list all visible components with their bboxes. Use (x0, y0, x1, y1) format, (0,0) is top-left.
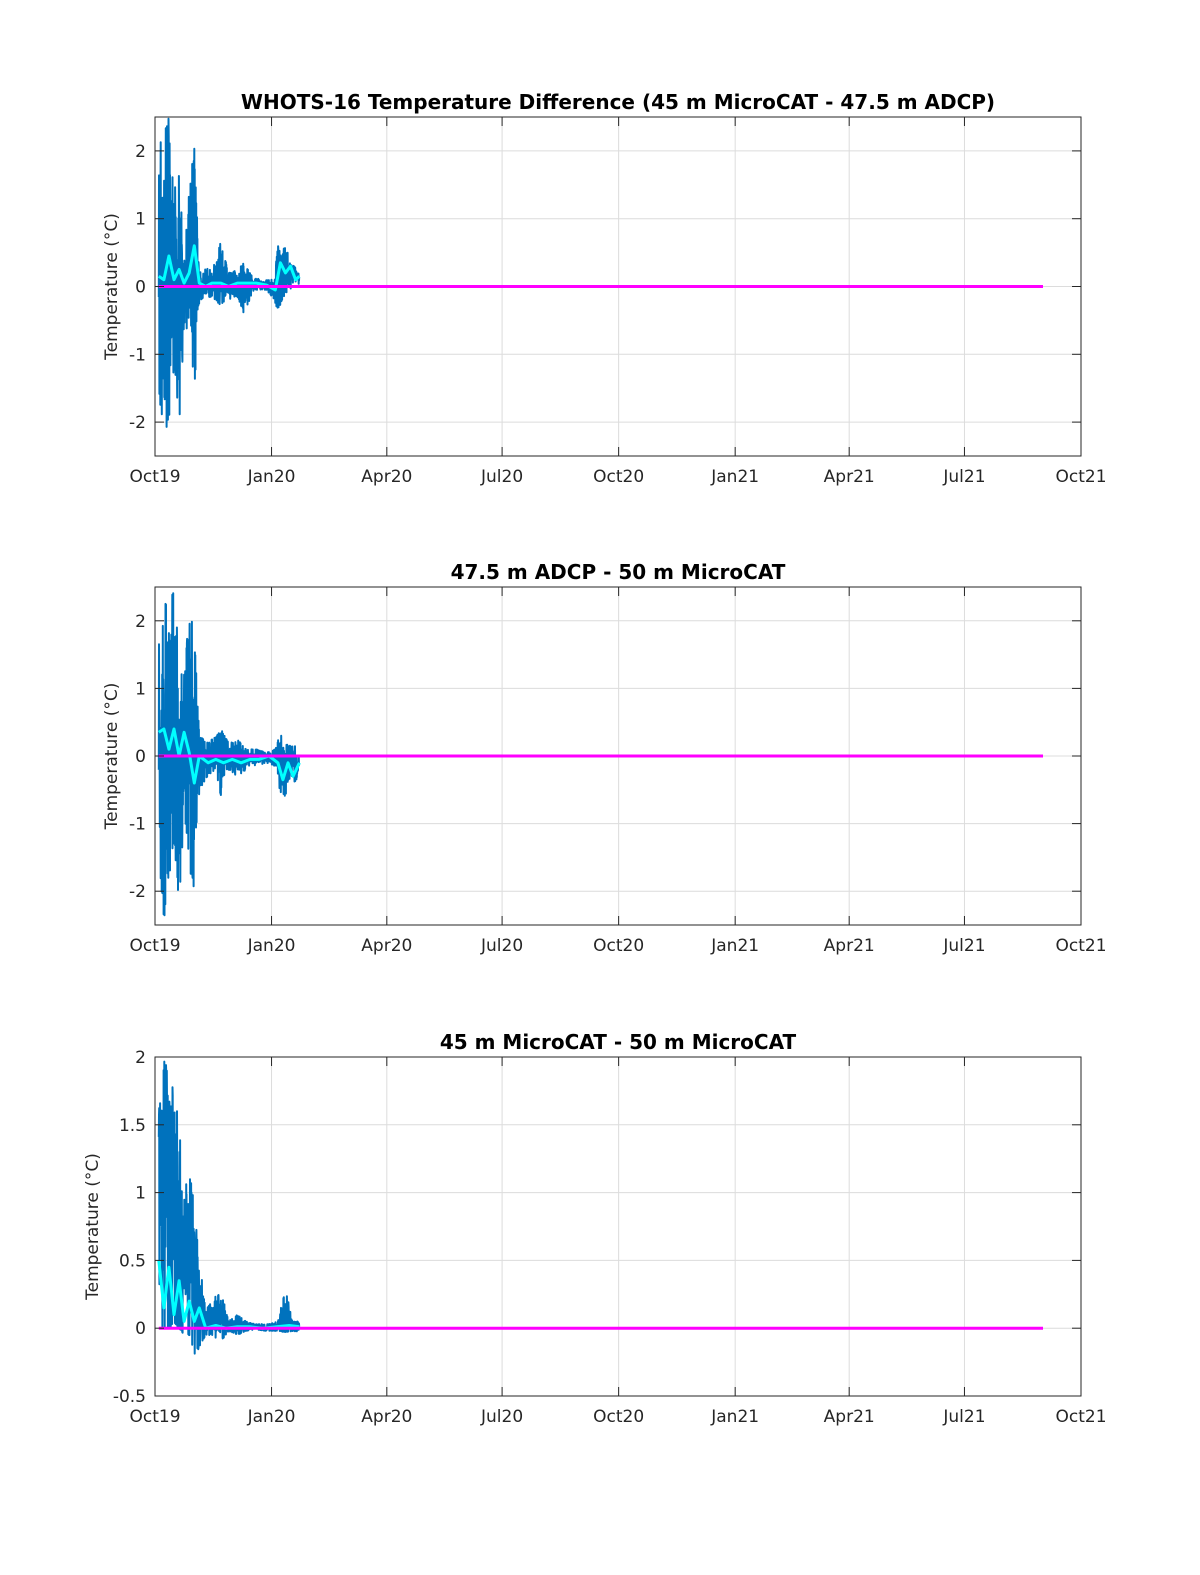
tick-marks (154, 587, 1082, 925)
x-tick-label: Oct21 (1055, 1407, 1106, 1427)
x-tick-label: Oct19 (129, 467, 180, 487)
plot-area (157, 1060, 1043, 1355)
y-tick-labels: -2 -1 0 1 2 (129, 142, 146, 433)
y-tick-label: -1 (129, 345, 146, 365)
x-tick-label: Oct21 (1055, 936, 1106, 956)
chart-panel-2: 47.5 m ADCP - 50 m MicroCAT Temperature … (102, 560, 1107, 956)
x-tick-label: Jul20 (480, 1407, 523, 1427)
x-tick-label: Apr21 (824, 467, 875, 487)
chart-title: 45 m MicroCAT - 50 m MicroCAT (440, 1030, 797, 1054)
x-tick-label: Oct20 (593, 936, 644, 956)
x-tick-label: Oct21 (1055, 467, 1106, 487)
axes-box (154, 1056, 1082, 1397)
x-tick-label: Apr20 (361, 1407, 412, 1427)
tick-marks (154, 117, 1082, 456)
x-tick-label: Oct19 (129, 1407, 180, 1427)
x-tick-label: Jul21 (942, 467, 985, 487)
x-tick-label: Oct19 (129, 936, 180, 956)
y-tick-label: -2 (129, 882, 146, 902)
x-tick-label: Jan21 (710, 467, 759, 487)
y-tick-label: -1 (129, 815, 146, 835)
y-tick-label: 2 (135, 142, 146, 162)
y-tick-label: -0.5 (113, 1387, 146, 1407)
raw-difference-line (157, 592, 301, 917)
x-tick-label: Jan21 (710, 936, 759, 956)
x-tick-label: Jul20 (480, 467, 523, 487)
y-tick-label: -2 (129, 413, 146, 433)
chart-panel-1: WHOTS-16 Temperature Difference (45 m Mi… (102, 90, 1107, 487)
chart-panel-3: 45 m MicroCAT - 50 m MicroCAT Temperatur… (83, 1030, 1107, 1427)
x-tick-label: Oct20 (593, 467, 644, 487)
x-tick-label: Jan20 (247, 936, 296, 956)
x-tick-label: Jul20 (480, 936, 523, 956)
x-tick-label: Apr20 (361, 467, 412, 487)
x-tick-label: Jan20 (247, 467, 296, 487)
x-tick-label: Oct20 (593, 1407, 644, 1427)
raw-difference-line (157, 1060, 301, 1355)
tick-marks (154, 1056, 1082, 1397)
x-tick-labels: Oct19 Jan20 Apr20 Jul20 Oct20 Jan21 Apr2… (129, 1407, 1106, 1427)
x-tick-label: Apr20 (361, 936, 412, 956)
x-tick-label: Apr21 (824, 1407, 875, 1427)
smoothed-difference-line (157, 727, 301, 785)
y-tick-label: 0 (135, 1319, 146, 1339)
y-tick-label: 1 (135, 210, 146, 230)
plot-area (157, 117, 1043, 428)
y-tick-label: 2 (135, 1048, 146, 1068)
smoothed-difference-line (157, 244, 301, 292)
y-tick-label: 1 (135, 679, 146, 699)
y-tick-labels: -0.5 0 0.5 1 1.5 2 (113, 1048, 146, 1407)
x-tick-label: Jan20 (247, 1407, 296, 1427)
y-axis-label: Temperature (°C) (102, 683, 122, 831)
chart-title: WHOTS-16 Temperature Difference (45 m Mi… (241, 90, 995, 114)
y-axis-label: Temperature (°C) (83, 1153, 103, 1301)
grid-lines (154, 1056, 1082, 1397)
plot-area (157, 592, 1043, 917)
y-tick-label: 0.5 (119, 1251, 146, 1271)
x-tick-label: Jan21 (710, 1407, 759, 1427)
y-axis-label: Temperature (°C) (102, 213, 122, 361)
x-tick-labels: Oct19 Jan20 Apr20 Jul20 Oct20 Jan21 Apr2… (129, 936, 1106, 956)
y-tick-label: 0 (135, 747, 146, 767)
y-tick-labels: -2 -1 0 1 2 (129, 612, 146, 902)
x-tick-label: Jul21 (942, 1407, 985, 1427)
y-tick-label: 0 (135, 278, 146, 298)
y-tick-label: 1 (135, 1184, 146, 1204)
raw-difference-line (157, 117, 301, 428)
y-tick-label: 1.5 (119, 1116, 146, 1136)
x-tick-label: Jul21 (942, 936, 985, 956)
chart-title: 47.5 m ADCP - 50 m MicroCAT (451, 560, 786, 584)
x-tick-label: Apr21 (824, 936, 875, 956)
x-tick-labels: Oct19 Jan20 Apr20 Jul20 Oct20 Jan21 Apr2… (129, 467, 1106, 487)
y-tick-label: 2 (135, 612, 146, 632)
